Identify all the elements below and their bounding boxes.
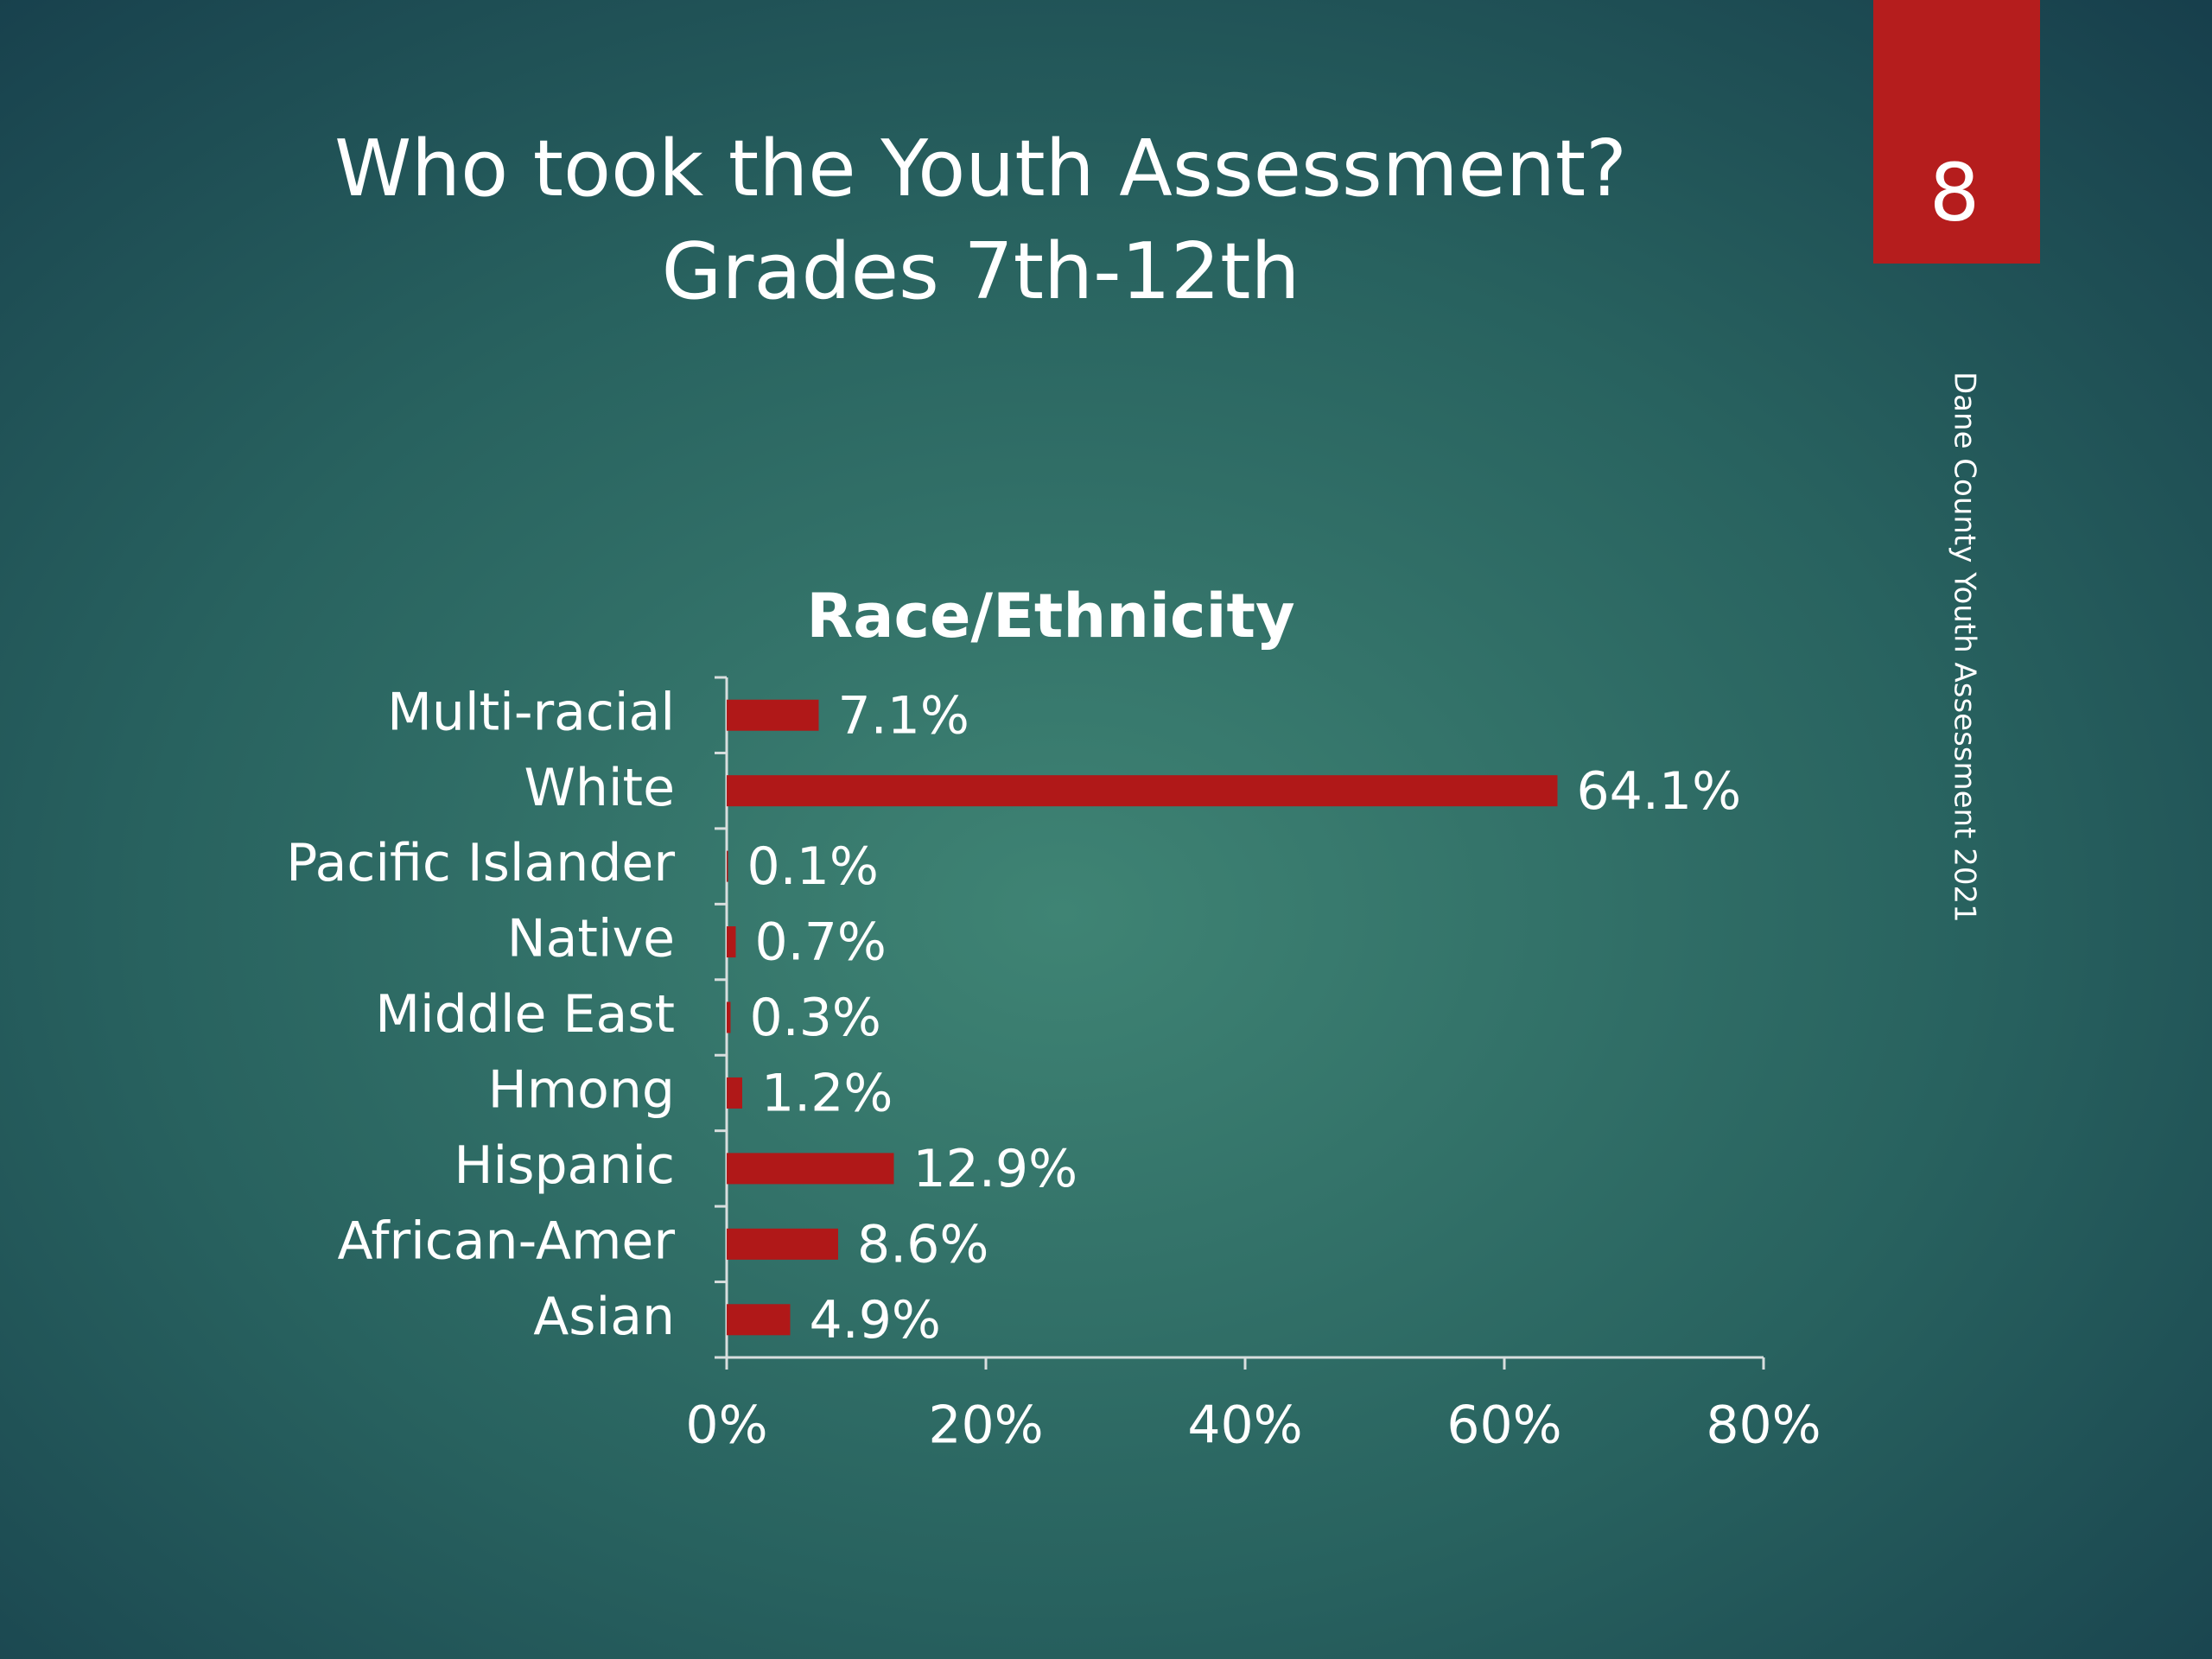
category-label: Multi-racial xyxy=(387,682,675,742)
category-label: Hmong xyxy=(488,1060,675,1121)
category-label: White xyxy=(524,758,675,818)
slide-subtitle: Grades 7th-12th xyxy=(662,226,1300,317)
bar xyxy=(727,1001,731,1033)
category-label: Hispanic xyxy=(454,1135,675,1196)
category-label: Asian xyxy=(533,1287,675,1347)
bar xyxy=(727,1228,838,1260)
category-label: Middle East xyxy=(375,984,675,1045)
bar xyxy=(727,699,819,731)
category-label: Native xyxy=(507,909,675,969)
x-tick-label: 20% xyxy=(928,1395,1043,1456)
slide-title: Who took the Youth Assessment? xyxy=(334,124,1627,214)
x-tick-label: 0% xyxy=(685,1395,767,1456)
category-label: Pacific Islander xyxy=(286,833,675,893)
value-label: 7.1% xyxy=(838,685,969,746)
value-label: 4.9% xyxy=(810,1290,941,1351)
bar xyxy=(727,775,1558,807)
bar xyxy=(727,850,728,882)
x-tick-label: 80% xyxy=(1706,1395,1821,1456)
bar xyxy=(727,1304,791,1336)
category-label: African-Amer xyxy=(337,1211,675,1271)
x-tick-label: 60% xyxy=(1446,1395,1561,1456)
value-label: 1.2% xyxy=(761,1064,893,1124)
page-number: 8 xyxy=(1929,146,1980,238)
side-note: Dane County Youth Assessment 2021 xyxy=(1948,372,1982,923)
bar xyxy=(727,926,736,958)
value-label: 64.1% xyxy=(1577,761,1742,822)
value-label: 8.6% xyxy=(857,1214,988,1274)
value-label: 0.1% xyxy=(747,836,879,897)
value-label: 12.9% xyxy=(913,1139,1078,1199)
value-label: 0.3% xyxy=(750,988,881,1048)
x-tick-label: 40% xyxy=(1187,1395,1302,1456)
chart-title: Race/Ethnicity xyxy=(806,581,1294,652)
value-label: 0.7% xyxy=(755,912,887,973)
bar xyxy=(727,1077,742,1109)
bar xyxy=(727,1153,894,1185)
page-number-box xyxy=(1873,0,2040,264)
